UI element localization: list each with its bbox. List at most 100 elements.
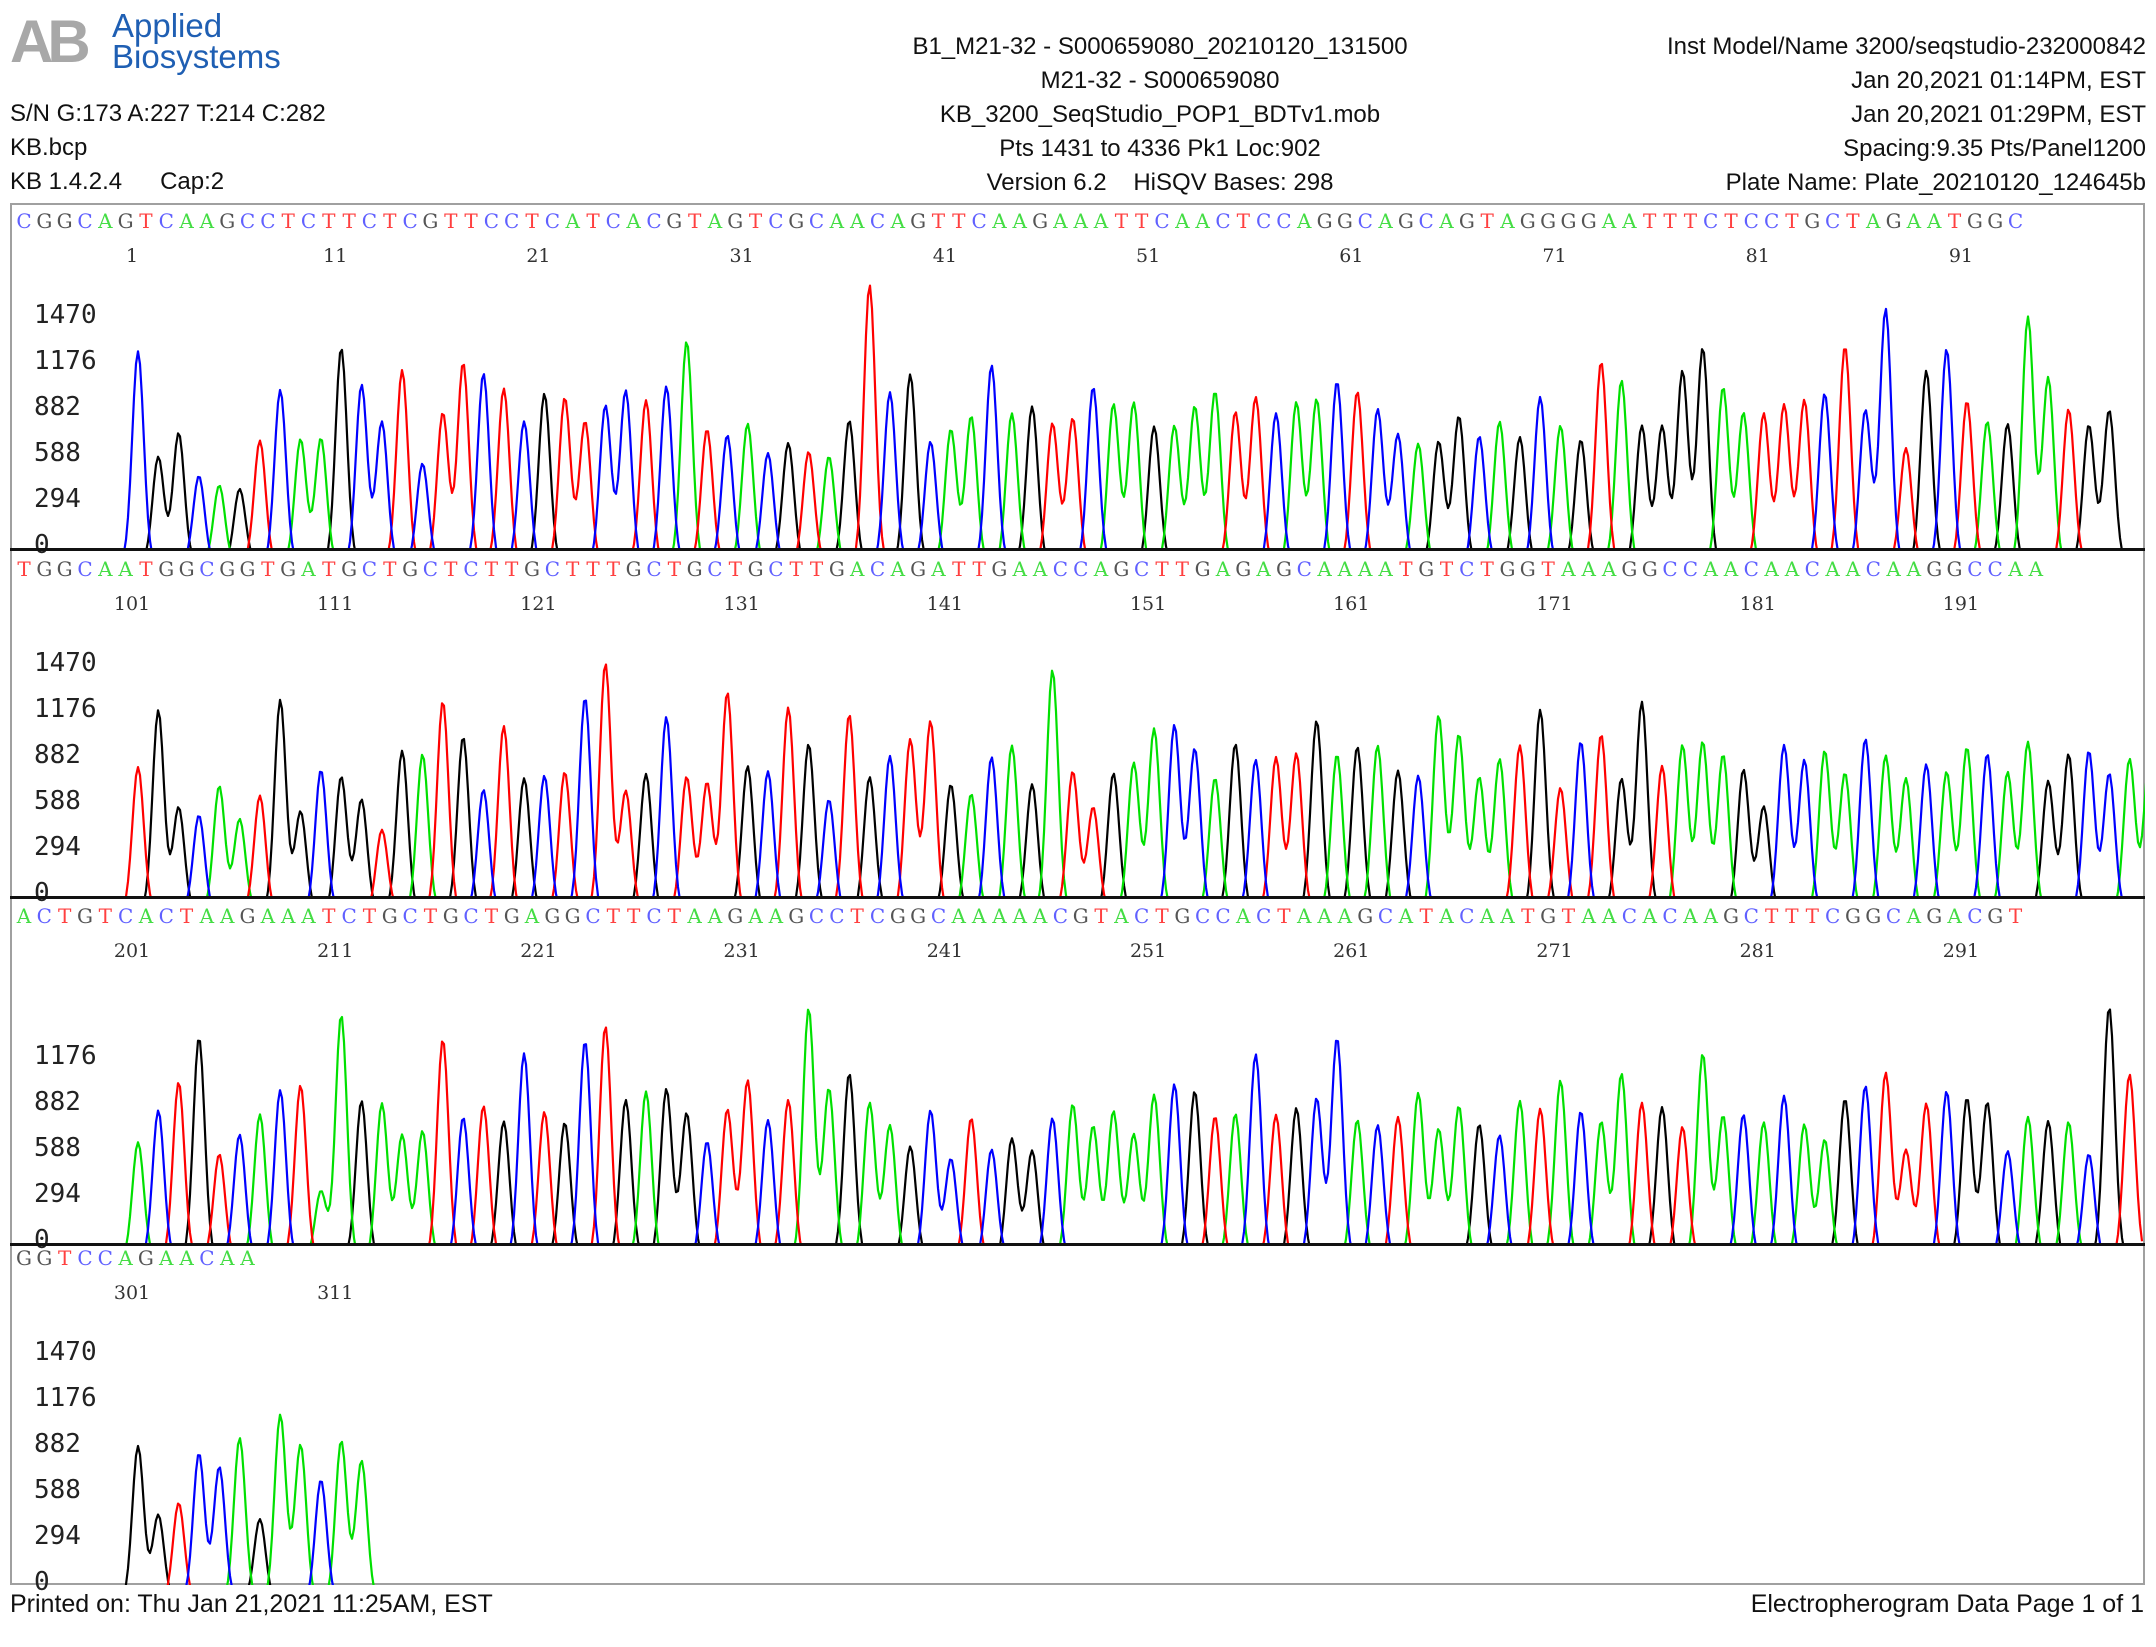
base-call: A [1378,557,1393,581]
electropherogram-frame [10,203,2145,1585]
y-tick-label: 882 [34,740,81,770]
panel-baseline-3 [10,1243,2145,1246]
base-call: T [931,209,946,233]
base-call: T [626,904,641,928]
base-call: A [1337,557,1353,581]
base-call: G [16,1246,32,1270]
logo-line-1: Applied [112,7,223,44]
base-call: G [727,209,744,233]
base-call: A [1622,209,1637,233]
base-call: C [1052,904,1069,928]
base-position-label: 61 [1339,245,1364,267]
base-call: A [1784,557,1800,581]
base-call: T [281,209,295,233]
base-call: A [1561,557,1576,581]
base-call: C [1987,557,2003,581]
trace-t [124,663,1676,896]
base-call: C [402,904,418,928]
base-call: A [1337,904,1353,928]
base-call: C [77,557,93,581]
base-call: G [1966,209,1983,233]
base-call: G [666,209,683,233]
base-call: T [606,904,620,928]
base-call: C [2007,209,2024,233]
base-call: T [1277,904,1291,928]
base-call: C [1743,557,1759,581]
base-call: T [1724,209,1738,233]
base-call: T [505,557,519,581]
base-call: A [890,557,906,581]
base-call: A [1215,557,1231,581]
trace-plot [123,284,2123,548]
basecaller-version: KB 1.4.2.4 [10,168,123,195]
base-call: G [686,557,703,581]
panel-4: G G T C C A G A A C A A 301 311 1470 1176 882 588 294 0 [10,1240,2145,1595]
base-call: A [1500,209,1515,233]
base-call: C [869,557,886,581]
base-call: A [240,1246,255,1270]
y-tick-label: 0 [34,530,50,560]
base-call: G [1194,557,1211,581]
base-call: A [524,904,540,928]
page-info: Electropherogram Data Page 1 of 1 [1750,1590,2144,1618]
base-call: C [971,209,987,233]
panel-baseline-2 [10,896,2145,899]
base-call: A [260,904,276,928]
base-position-label: 191 [1942,593,1980,615]
y-tick-label: 1470 [34,648,97,678]
base-call: A [1601,904,1617,928]
base-call: C [829,904,845,928]
base-call: A [849,557,865,581]
base-position-label: 281 [1739,940,1776,962]
y-tick-label: 294 [34,484,81,514]
base-call: T [322,209,336,233]
base-call: G [747,557,764,581]
base-call: T [1643,209,1657,233]
base-call: T [1155,557,1169,581]
base-call: C [768,557,784,581]
base-position-label: 291 [1942,940,1980,962]
base-call: G [828,557,845,581]
base-call: T [362,904,377,928]
base-call: A [1703,557,1718,581]
base-call: A [280,904,296,928]
y-tick-label: 1176 [34,1041,97,1071]
base-call: G [910,557,927,581]
base-call: T [17,557,31,581]
base-call: A [1012,209,1027,233]
base-call: A [829,209,845,233]
base-call: A [1825,557,1840,581]
base-call: G [1418,557,1435,581]
base-call: G [910,209,927,233]
trace-g [124,1444,272,1585]
base-call: A [565,209,580,233]
trace-g [145,348,2123,548]
base-call: T [57,1246,72,1270]
base-call: C [77,209,93,233]
panel-baseline-1 [10,548,2145,551]
base-call: A [1378,209,1393,233]
base-call: C [1459,904,1475,928]
base-call: T [342,209,356,233]
base-call: C [1276,209,1292,233]
base-call: G [1113,557,1130,581]
base-position-label: 91 [1948,245,1974,267]
base-call: A [1317,557,1332,581]
base-call: G [36,209,53,233]
base-call: C [361,209,378,233]
basecaller-line: KB 1.4.2.4 Cap:2 [10,165,326,199]
base-call: G [442,904,459,928]
base-call: A [1357,557,1373,581]
base-call: C [1154,209,1170,233]
base-call: A [1317,904,1332,928]
base-call: G [280,557,297,581]
base-call: C [1804,557,1820,581]
base-call: C [16,209,32,233]
base-call: T [789,557,803,581]
base-call: G [1519,209,1536,233]
sample-file-name: B1_M21-32 - S000659080_20210120_131500 [912,33,1408,60]
base-call: C [646,904,662,928]
base-call: T [850,904,864,928]
